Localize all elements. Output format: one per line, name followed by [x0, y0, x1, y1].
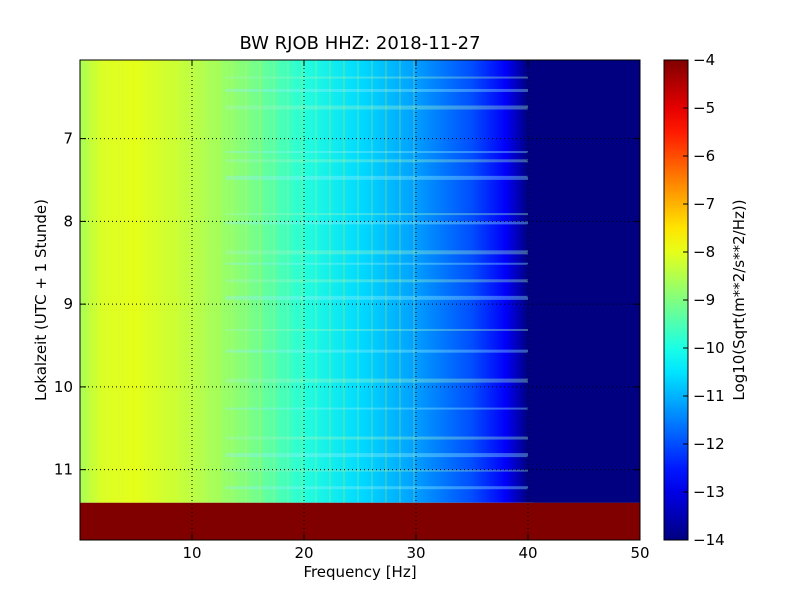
- frequency-stripe: [147, 60, 149, 503]
- time-band: [225, 221, 528, 225]
- frequency-stripe: [399, 60, 401, 503]
- frequency-stripe: [203, 60, 205, 503]
- colorbar-tick-label: −11: [693, 387, 725, 405]
- frequency-stripe: [301, 60, 303, 503]
- colorbar-tick-label: −14: [693, 531, 725, 549]
- y-tick-label: 7: [63, 130, 73, 148]
- time-band: [225, 250, 528, 255]
- frequency-stripe: [119, 60, 121, 503]
- time-band: [225, 378, 528, 383]
- colorbar-tick-label: −5: [693, 99, 715, 117]
- frequency-stripe: [329, 60, 331, 503]
- time-band: [225, 213, 528, 216]
- time-band: [225, 407, 528, 410]
- x-tick-label: 30: [406, 544, 425, 562]
- chart-title: BW RJOB HHZ: 2018-11-27: [239, 33, 480, 54]
- colorbar-tick-label: −12: [693, 435, 725, 453]
- time-band: [225, 105, 528, 110]
- colorbar-label: Log10(Sqrt(m**2/s**2/Hz)): [730, 199, 748, 400]
- colorbar-tick-label: −8: [693, 243, 715, 261]
- colorbar-tick-label: −10: [693, 339, 725, 357]
- colorbar-tick-label: −9: [693, 291, 715, 309]
- frequency-stripe: [105, 60, 107, 503]
- grid-lines: [80, 60, 640, 540]
- time-band: [225, 295, 528, 300]
- frequency-stripe: [259, 60, 261, 503]
- frequency-stripe: [287, 60, 289, 503]
- time-band: [225, 175, 528, 180]
- frequency-stripe: [231, 60, 233, 503]
- x-tick-label: 10: [182, 544, 201, 562]
- high-frequency-floor: [533, 60, 640, 503]
- time-band: [225, 453, 528, 458]
- frequency-stripe: [315, 60, 317, 503]
- time-band: [225, 486, 528, 490]
- time-band: [225, 469, 528, 472]
- plot-frame: [79, 59, 641, 541]
- frequency-stripe: [161, 60, 163, 503]
- time-band: [225, 76, 528, 79]
- time-band: [225, 436, 528, 440]
- frequency-stripe: [273, 60, 275, 503]
- x-axis-label: Frequency [Hz]: [303, 563, 416, 581]
- x-tick-label: 20: [294, 544, 313, 562]
- spectrogram-heatmap: [80, 60, 640, 540]
- colorbar-tick-label: −7: [693, 195, 715, 213]
- frequency-stripe: [133, 60, 135, 503]
- frequency-stripe: [413, 60, 415, 503]
- y-axis-ticks: 7 8 9 10 11: [54, 130, 640, 479]
- y-tick-label: 8: [63, 212, 73, 230]
- time-band: [225, 349, 528, 353]
- frequency-stripe: [343, 60, 345, 503]
- y-tick-label: 11: [54, 461, 73, 479]
- y-tick-label: 10: [54, 378, 73, 396]
- time-band: [225, 159, 528, 163]
- frequency-stripe: [217, 60, 219, 503]
- x-axis-ticks: 10 20 30 40 50: [182, 60, 650, 562]
- colorbar-ticks: −4 −5 −6 −7 −8 −9 −10 −11 −12 −13 −14: [683, 51, 725, 549]
- y-axis-label: Lokalzeit (UTC + 1 Stunde): [32, 199, 50, 401]
- x-tick-label: 40: [518, 544, 537, 562]
- frequency-stripe: [175, 60, 177, 503]
- frequency-stripe: [189, 60, 191, 503]
- frequency-stripe: [91, 60, 93, 503]
- time-band: [225, 151, 528, 154]
- colorbar-tick-label: −6: [693, 147, 715, 165]
- frequency-stripe: [385, 60, 387, 503]
- time-band: [225, 279, 528, 283]
- x-tick-label: 50: [630, 544, 649, 562]
- no-data-band: [80, 502, 640, 540]
- frequency-stripe: [357, 60, 359, 503]
- colorbar-tick-label: −4: [693, 51, 715, 69]
- frequency-stripe: [371, 60, 373, 503]
- time-band: [225, 262, 528, 265]
- colorbar-tick-label: −13: [693, 483, 725, 501]
- frequency-stripe: [245, 60, 247, 503]
- time-band: [225, 328, 528, 331]
- time-band: [225, 88, 528, 92]
- y-tick-label: 9: [63, 295, 73, 313]
